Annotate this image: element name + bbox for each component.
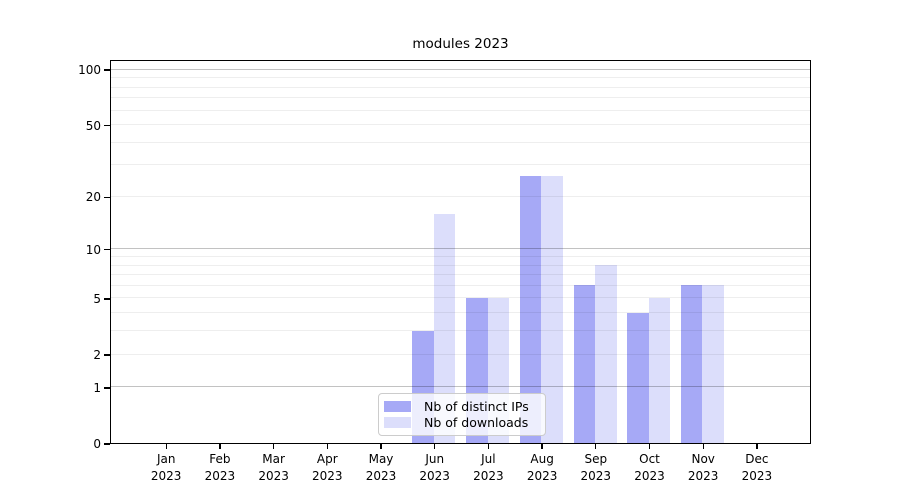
- x-tick-mark: [595, 444, 597, 449]
- x-tick-label: Nov 2023: [687, 452, 719, 483]
- y-tick-mark: [104, 298, 110, 300]
- minor-gridline: [111, 297, 810, 299]
- bar-aug-distinct-ips: [519, 176, 542, 443]
- x-tick-label: Jun 2023: [419, 452, 450, 483]
- legend-swatch-distinct-ips-icon: [384, 401, 411, 412]
- minor-gridline: [111, 195, 810, 197]
- chart-title: modules 2023: [412, 36, 509, 52]
- y-tick-label: 50: [85, 118, 101, 133]
- bar-jun-downloads: [433, 213, 456, 443]
- minor-gridline: [111, 164, 810, 166]
- x-tick-mark: [219, 444, 221, 449]
- legend-item-downloads: Nb of downloads: [384, 415, 545, 430]
- x-tick-label: May 2023: [365, 452, 397, 483]
- bar-oct-downloads: [648, 297, 671, 443]
- x-tick-label: Aug 2023: [526, 452, 558, 483]
- y-tick-mark: [104, 354, 110, 356]
- y-tick-mark: [104, 124, 110, 127]
- x-tick-label: Sep 2023: [580, 452, 612, 483]
- minor-gridline: [111, 141, 810, 143]
- y-tick-label: 5: [93, 291, 101, 306]
- x-tick-mark: [487, 444, 490, 449]
- minor-gridline: [111, 109, 810, 111]
- x-tick-label: Jan 2023: [150, 452, 182, 483]
- x-tick-mark: [165, 444, 167, 449]
- legend-label-distinct-ips: Nb of distinct IPs: [424, 399, 529, 414]
- bar-nov-distinct-ips: [680, 285, 703, 443]
- y-tick-label: 1: [93, 380, 101, 395]
- x-tick-label: Feb 2023: [204, 452, 236, 483]
- major-gridline: [111, 386, 810, 388]
- x-tick-label: Mar 2023: [258, 452, 289, 483]
- minor-gridline: [111, 274, 810, 276]
- x-tick-label: Dec 2023: [741, 452, 773, 483]
- bar-oct-distinct-ips: [627, 312, 649, 443]
- minor-gridline: [111, 97, 810, 99]
- y-tick-mark: [104, 69, 110, 71]
- minor-gridline: [111, 284, 810, 286]
- y-tick-mark: [104, 249, 110, 251]
- bar-aug-downloads: [541, 176, 563, 443]
- legend-item-distinct-ips: Nb of distinct IPs: [384, 399, 545, 414]
- bar-nov-downloads: [702, 285, 724, 443]
- legend-label-downloads: Nb of downloads: [424, 415, 529, 430]
- x-tick-mark: [756, 444, 758, 449]
- x-tick-mark: [380, 444, 382, 449]
- minor-gridline: [111, 86, 810, 88]
- y-tick-label: 10: [85, 242, 101, 257]
- plot-area: Nb of distinct IPs Nb of downloads: [110, 60, 811, 444]
- y-tick-label: 2: [93, 348, 101, 362]
- y-tick-label: 0: [93, 437, 101, 451]
- minor-gridline: [111, 264, 810, 266]
- x-tick-mark: [272, 444, 275, 449]
- x-tick-label: Jul 2023: [473, 452, 504, 483]
- x-tick-mark: [434, 444, 436, 449]
- y-tick-mark: [104, 196, 110, 199]
- x-tick-mark: [541, 444, 543, 449]
- minor-gridline: [111, 330, 810, 332]
- major-gridline: [111, 248, 810, 250]
- x-tick-mark: [702, 444, 704, 449]
- major-gridline: [111, 68, 810, 70]
- y-tick-mark: [104, 387, 110, 389]
- legend-swatch-downloads-icon: [384, 417, 411, 428]
- y-tick-label: 100: [78, 63, 101, 78]
- x-tick-mark: [326, 444, 328, 449]
- x-tick-label: Oct 2023: [634, 452, 665, 483]
- y-tick-mark: [104, 443, 110, 445]
- x-tick-label: Apr 2023: [312, 452, 343, 483]
- minor-gridline: [111, 353, 810, 355]
- y-tick-label: 20: [85, 190, 101, 205]
- bar-sep-downloads: [595, 265, 617, 443]
- minor-gridline: [111, 312, 810, 314]
- minor-gridline: [111, 255, 810, 257]
- legend: Nb of distinct IPs Nb of downloads: [378, 393, 546, 436]
- minor-gridline: [111, 77, 810, 79]
- minor-gridline: [111, 124, 810, 126]
- bar-sep-distinct-ips: [573, 285, 595, 443]
- x-tick-mark: [648, 444, 651, 449]
